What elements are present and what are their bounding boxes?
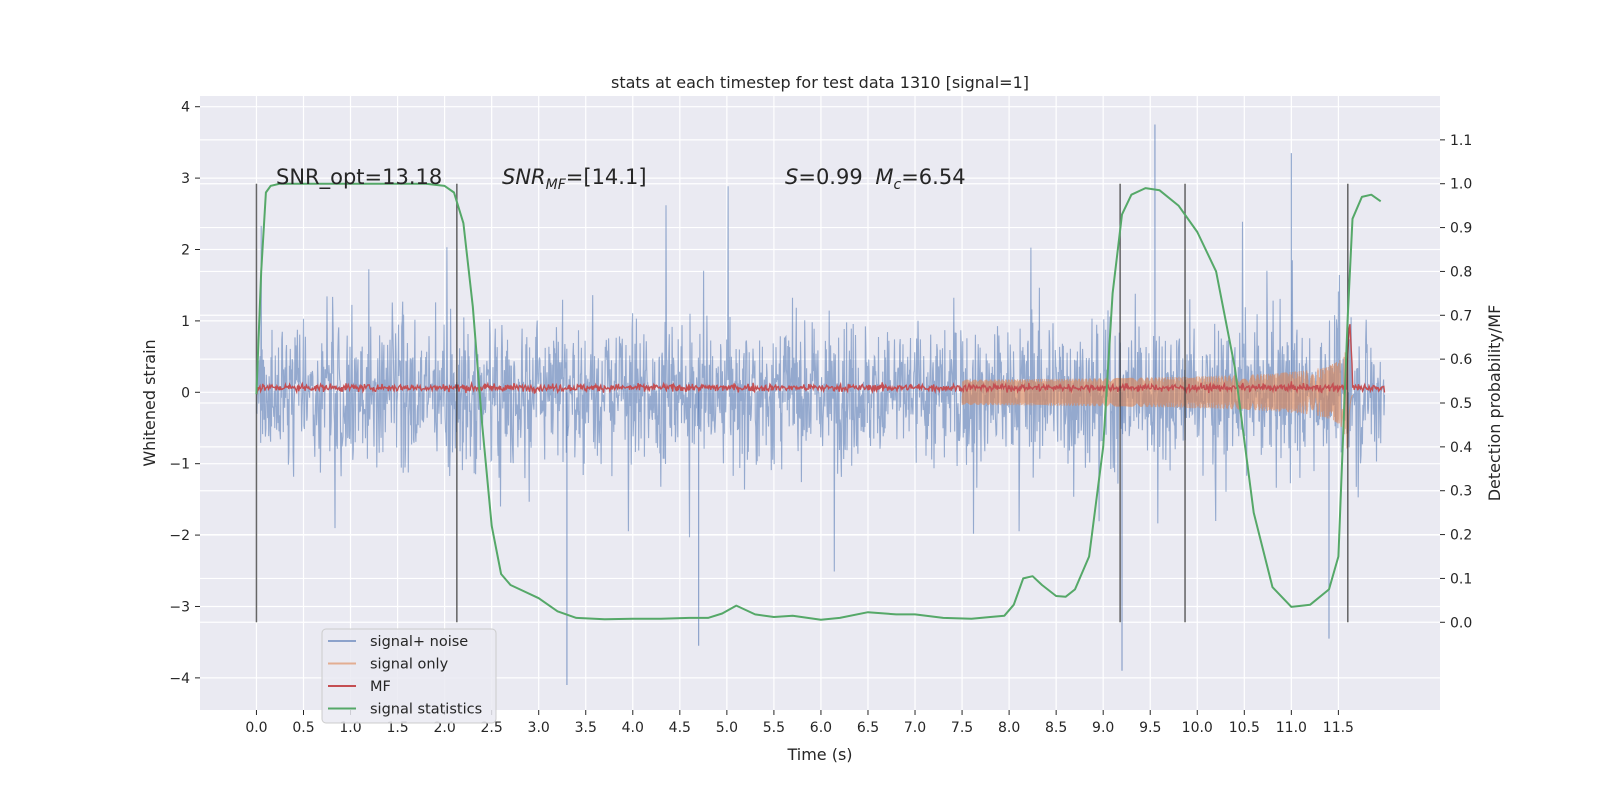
y-right-tick-label: 0.9 <box>1450 221 1472 237</box>
signal-only-line <box>961 348 1353 449</box>
y-right-tick-label: 0.0 <box>1450 615 1472 631</box>
x-tick-label: 0.0 <box>245 720 267 736</box>
x-tick-label: 3.5 <box>575 720 597 736</box>
legend: signal+ noise signal only MF signal statist… <box>321 628 497 724</box>
y-axis-label-left: Whitened strain <box>140 339 159 466</box>
annotation-s-mc: S=0.99 Mc=6.54 <box>785 165 966 193</box>
x-tick-label: 8.5 <box>1045 720 1067 736</box>
y-right-tick-label: 0.7 <box>1450 308 1472 324</box>
legend-label: MF <box>370 679 391 695</box>
legend-label: signal+ noise <box>370 634 468 650</box>
annotation-snr-mf: SNRMF=[14.1] <box>502 165 647 193</box>
x-tick-label: 11.0 <box>1276 720 1307 736</box>
x-tick-label: 8.0 <box>998 720 1020 736</box>
x-tick-label: 2.5 <box>481 720 503 736</box>
x-tick-label: 10.0 <box>1182 720 1213 736</box>
x-tick-label: 6.5 <box>857 720 879 736</box>
y-left-tick-label: −1 <box>169 457 190 473</box>
x-tick-label: 4.5 <box>669 720 691 736</box>
y-right-tick-label: 0.8 <box>1450 264 1472 280</box>
x-tick-label: 1.5 <box>386 720 408 736</box>
y-left-tick-label: 3 <box>181 171 190 187</box>
x-tick-label: 2.0 <box>433 720 455 736</box>
tick-labels: 0.0 0.5 1.0 1.5 2.0 2.5 3.0 3.5 4.0 4.5 5.0 5.5 6.0 6… <box>169 100 1472 736</box>
y-right-tick-label: 0.5 <box>1450 396 1472 412</box>
y-left-tick-label: −3 <box>169 599 190 615</box>
mf-line <box>255 324 1386 395</box>
y-right-tick-label: 0.3 <box>1450 484 1472 500</box>
y-left-tick-label: 0 <box>181 385 190 401</box>
y-left-tick-label: 4 <box>181 100 190 116</box>
x-tick-label: 1.0 <box>339 720 361 736</box>
y-right-tick-label: 0.2 <box>1450 528 1472 544</box>
x-tick-label: 11.5 <box>1323 720 1354 736</box>
signal-statistics-series <box>255 182 1382 621</box>
vertical-markers <box>255 183 1349 623</box>
y-left-tick-label: −4 <box>169 671 190 687</box>
y-right-tick-label: 0.4 <box>1450 440 1472 456</box>
x-tick-label: 7.5 <box>951 720 973 736</box>
legend-label: signal statistics <box>370 702 482 718</box>
legend-box <box>321 628 497 724</box>
y-right-tick-label: 0.6 <box>1450 352 1472 368</box>
x-tick-label: 5.0 <box>716 720 738 736</box>
x-tick-label: 0.5 <box>292 720 314 736</box>
y-left-tick-label: 1 <box>181 314 190 330</box>
legend-label: signal only <box>370 657 449 673</box>
x-tick-label: 5.5 <box>763 720 785 736</box>
x-tick-label: 9.0 <box>1092 720 1114 736</box>
x-tick-label: 7.0 <box>904 720 926 736</box>
y-left-tick-label: −2 <box>169 528 190 544</box>
signal-only-series <box>961 348 1353 449</box>
x-tick-label: 9.5 <box>1139 720 1161 736</box>
x-tick-label: 6.0 <box>810 720 832 736</box>
x-tick-label: 4.0 <box>622 720 644 736</box>
chart-title: stats at each timestep for test data 131… <box>611 73 1029 92</box>
y-right-tick-label: 0.1 <box>1450 571 1472 587</box>
x-tick-label: 3.0 <box>528 720 550 736</box>
y-axis-label-right: Detection probability/MF <box>1485 305 1504 502</box>
y-right-tick-label: 1.0 <box>1450 177 1472 193</box>
x-tick-label: 10.5 <box>1229 720 1260 736</box>
mf-series <box>255 324 1386 395</box>
annotation-snr-opt: SNR_opt=13.18 <box>276 165 442 190</box>
y-left-tick-label: 2 <box>181 243 190 259</box>
signal-statistics-line <box>255 182 1382 621</box>
y-right-tick-label: 1.1 <box>1450 133 1472 149</box>
x-axis-label: Time (s) <box>786 745 852 764</box>
